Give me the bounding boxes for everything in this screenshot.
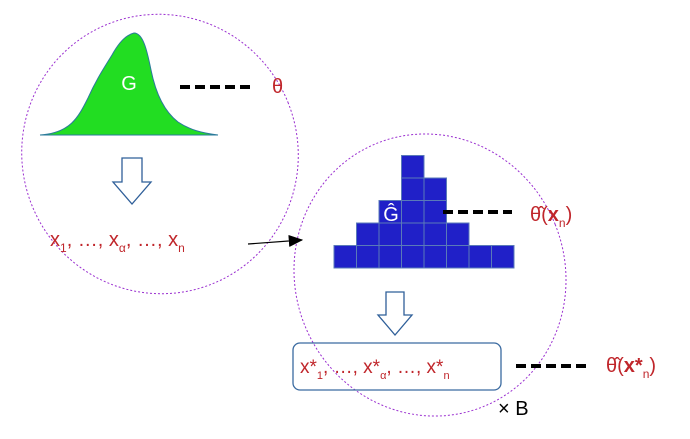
histogram-cell	[401, 222, 425, 246]
repeat-count-label: × B	[498, 398, 529, 420]
histogram-cell	[356, 222, 380, 246]
histogram-cell	[423, 245, 447, 269]
histogram-cell	[378, 222, 402, 246]
down-arrow-2	[376, 291, 414, 337]
population-ellipse	[21, 13, 299, 295]
histogram-cell	[491, 245, 515, 269]
histogram-cell	[423, 222, 447, 246]
histogram-cell	[401, 155, 425, 179]
down-arrow-1	[111, 157, 153, 205]
population-distribution-label: G	[121, 73, 137, 95]
histogram-cell	[446, 245, 470, 269]
histogram-cell	[378, 245, 402, 269]
histogram-cell	[401, 200, 425, 224]
histogram-cell	[401, 177, 425, 201]
original-sample: x1, …, xα, …, xn	[50, 229, 185, 255]
bootstrap-sample: x*1, …, x*α, …, x*n	[300, 357, 450, 382]
histogram-cell	[356, 245, 380, 269]
empirical-estimate: θ̂(xn)	[530, 204, 572, 230]
histogram-cell	[423, 177, 447, 201]
histogram-cell	[446, 222, 470, 246]
empirical-ellipse	[293, 133, 567, 417]
bootstrap-sample-box	[292, 342, 502, 391]
bootstrap-estimate: θ̂(x*n)	[606, 355, 656, 381]
population-parameter-label: θ	[272, 76, 283, 98]
histogram-cell	[333, 245, 357, 269]
population-distribution-curve	[39, 32, 219, 136]
empirical-distribution-label: Ĝ	[383, 203, 399, 226]
histogram-cell	[401, 245, 425, 269]
empirical-histogram	[333, 155, 515, 269]
sample-to-empirical-arrow	[247, 234, 304, 247]
histogram-cell	[468, 245, 492, 269]
